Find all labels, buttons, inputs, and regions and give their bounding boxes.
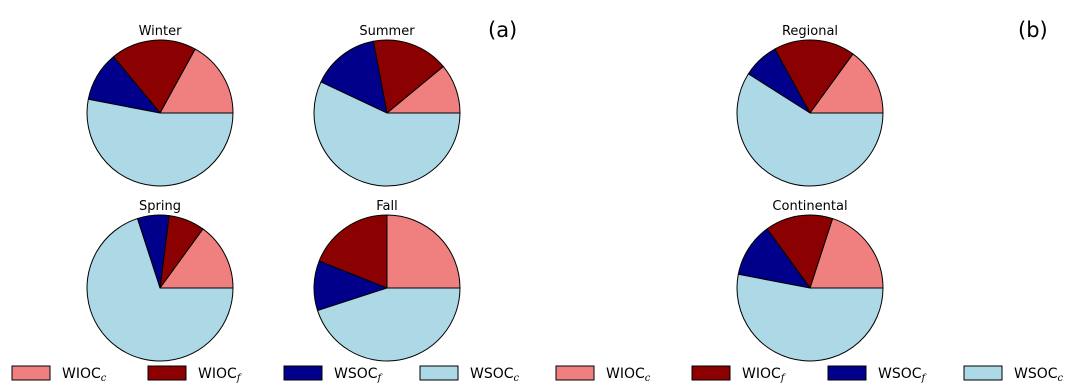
- legend-label-base: WSOC: [1014, 366, 1058, 382]
- legend-entry-wioc-f: WIOCf: [147, 365, 243, 384]
- slice-fall-wioc-c: [386, 214, 461, 289]
- slice-continental-wioc-f: [766, 214, 834, 289]
- legend-label-subscript: f: [377, 373, 384, 384]
- legend-label-subscript: c: [1058, 373, 1064, 384]
- slice-regional-wioc-f: [774, 39, 854, 114]
- slice-winter-wsoc-c: [86, 98, 234, 187]
- slice-regional-wioc-c: [809, 53, 884, 114]
- pie-title-fall: Fall: [376, 199, 397, 214]
- legend-entry-wsoc-f: WSOCf: [827, 365, 928, 384]
- legend-label-base: WIOC: [62, 366, 101, 382]
- legend-entry-wioc-c: WIOCc: [11, 365, 107, 384]
- slice-summer-wioc-f: [372, 39, 444, 114]
- legend: WIOCc WIOCf WSOCf WSOCc WIOCc WIOCf WSOCf WSOCc: [11, 365, 1064, 384]
- pie-regional: Regional: [736, 24, 884, 187]
- slice-continental-wsoc-c: [736, 273, 884, 362]
- legend-label-subscript: f: [921, 373, 928, 384]
- legend-label-wsoc-c: WSOCc: [470, 366, 520, 384]
- pie-spring: Spring: [86, 199, 234, 362]
- legend-label-base: WIOC: [742, 366, 781, 382]
- slice-winter-wioc-c: [159, 48, 234, 114]
- legend-label-wioc-c: WIOCc: [62, 366, 107, 384]
- legend-label-base: WSOC: [878, 366, 922, 382]
- legend-swatch-wioc-f: [147, 365, 187, 381]
- legend-label-wsoc-c: WSOCc: [1014, 366, 1064, 384]
- legend-entry-wsoc-c: WSOCc: [963, 365, 1064, 384]
- legend-label-subscript: c: [101, 373, 107, 384]
- legend-label-subscript: f: [236, 373, 243, 384]
- slice-fall-wsoc-c: [317, 287, 461, 362]
- legend-swatch-wioc-c: [11, 365, 51, 381]
- legend-label-wioc-f: WIOCf: [742, 366, 787, 384]
- slice-regional-wsoc-c: [736, 73, 884, 187]
- legend-label-subscript: c: [645, 373, 651, 384]
- pie-fall: Fall: [313, 199, 461, 362]
- legend-label-wsoc-f: WSOCf: [334, 366, 384, 384]
- legend-entry-wsoc-f: WSOCf: [283, 365, 384, 384]
- panel-label-a: (a): [488, 18, 517, 42]
- legend-entry-wsoc-c: WSOCc: [419, 365, 520, 384]
- legend-swatch-wioc-c: [555, 365, 595, 381]
- legend-swatch-wsoc-c: [963, 365, 1003, 381]
- legend-entry-wioc-f: WIOCf: [691, 365, 787, 384]
- pie-continental: Continental: [736, 199, 884, 362]
- pie-summer: Summer: [313, 24, 461, 187]
- legend-label-base: WSOC: [334, 366, 378, 382]
- legend-label-subscript: f: [780, 373, 787, 384]
- pie-title-continental: Continental: [772, 199, 847, 214]
- legend-swatch-wsoc-f: [283, 365, 323, 381]
- slice-continental-wioc-c: [809, 218, 884, 289]
- slice-spring-wioc-c: [159, 228, 234, 289]
- pie-title-winter: Winter: [139, 24, 183, 39]
- pie-title-spring: Spring: [139, 199, 181, 214]
- legend-label-base: WIOC: [606, 366, 645, 382]
- slice-summer-wsoc-f: [320, 40, 388, 114]
- legend-swatch-wsoc-f: [827, 365, 867, 381]
- panel-label-b: (b): [1018, 18, 1048, 42]
- legend-entry-wioc-c: WIOCc: [555, 365, 651, 384]
- legend-swatch-wsoc-c: [419, 365, 459, 381]
- slice-winter-wioc-f: [112, 39, 196, 114]
- legend-label-wioc-f: WIOCf: [198, 366, 243, 384]
- pie-charts: Winter Summer Spring Fall Regional Continenta…: [86, 24, 884, 362]
- pie-winter: Winter: [86, 24, 234, 187]
- pie-title-summer: Summer: [359, 24, 415, 39]
- legend-label-base: WIOC: [198, 366, 237, 382]
- slice-fall-wioc-f: [318, 214, 388, 289]
- legend-label-wsoc-f: WSOCf: [878, 366, 928, 384]
- legend-label-wioc-c: WIOCc: [606, 366, 651, 384]
- legend-swatch-wioc-f: [691, 365, 731, 381]
- pie-title-regional: Regional: [782, 24, 838, 39]
- slice-spring-wsoc-c: [86, 218, 234, 362]
- legend-label-base: WSOC: [470, 366, 514, 382]
- slice-summer-wsoc-c: [313, 81, 461, 187]
- legend-label-subscript: c: [514, 373, 520, 384]
